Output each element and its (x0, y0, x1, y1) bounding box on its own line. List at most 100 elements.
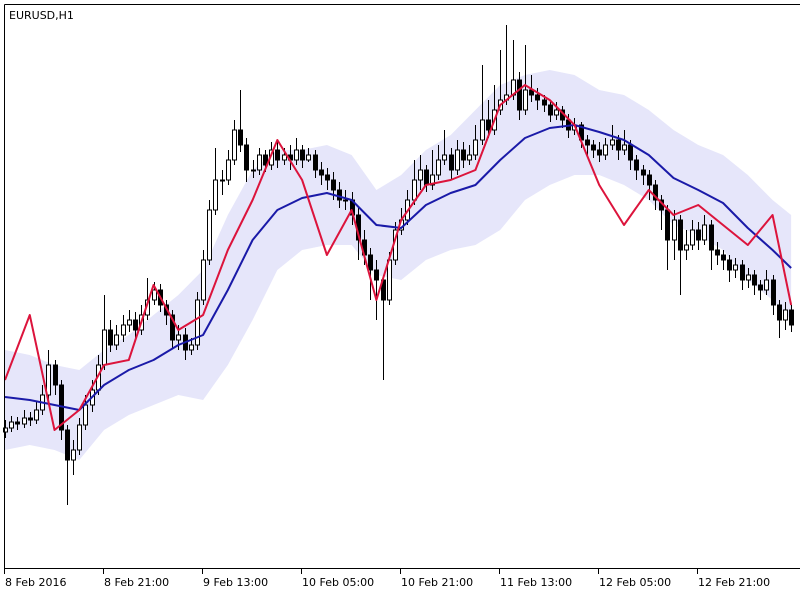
x-tick-label: 8 Feb 21:00 (104, 576, 169, 589)
candle-body (777, 304, 782, 321)
candle-body (702, 224, 707, 241)
candle-body (473, 139, 478, 156)
candle-body (455, 149, 460, 171)
candle-body (337, 189, 342, 201)
candle-body (232, 129, 237, 161)
candle-body (220, 179, 225, 182)
x-tick-label: 10 Feb 05:00 (302, 576, 374, 589)
candle-body (226, 159, 231, 181)
candle-body (764, 279, 769, 291)
candle-body (189, 344, 194, 351)
candle-body (517, 79, 522, 111)
candle-body (709, 224, 714, 251)
candle-body (746, 274, 751, 281)
candle-body (251, 169, 256, 172)
candle-body (412, 179, 417, 201)
candle-body (616, 139, 621, 151)
candle-body (201, 259, 206, 301)
candle-body (653, 184, 658, 201)
indicator-line (4, 84, 793, 431)
envelope-band (5, 70, 792, 460)
candle-body (548, 104, 553, 116)
candle-body (715, 249, 720, 256)
candle-body (306, 154, 311, 161)
candle-body (28, 417, 33, 421)
candle-body (207, 209, 212, 261)
candle-body (53, 364, 58, 386)
candle-body (313, 154, 318, 171)
candle-body (121, 324, 126, 336)
candle-body (15, 421, 20, 425)
x-tick-label: 12 Feb 05:00 (599, 576, 671, 589)
candle-body (789, 309, 794, 326)
candle-body (387, 259, 392, 301)
candle-body (442, 154, 447, 161)
candle-body (672, 219, 677, 241)
candle-body (418, 169, 423, 181)
candle-body (758, 284, 763, 291)
candle-body (331, 179, 336, 191)
candle-body (34, 409, 39, 421)
candle-body (647, 174, 652, 186)
x-tick-label: 9 Feb 13:00 (203, 576, 268, 589)
candle-body (684, 244, 689, 251)
candle-body (343, 199, 348, 202)
candle-body (449, 154, 454, 171)
candle-body (733, 264, 738, 271)
candle-body (71, 449, 76, 461)
candle-body (325, 174, 330, 181)
candle-body (641, 169, 646, 176)
x-tick-label: 11 Feb 13:00 (500, 576, 572, 589)
candle-body (554, 109, 559, 116)
candle-body (665, 209, 670, 241)
candle-body (585, 139, 590, 146)
candle-body (102, 329, 107, 366)
candle-body (622, 144, 627, 151)
candle-body (368, 254, 373, 271)
candle-body (22, 417, 27, 425)
candle-body (263, 154, 268, 166)
candle-body (436, 159, 441, 176)
candle-body (628, 144, 633, 161)
candle-body (244, 144, 249, 171)
candle-body (77, 424, 82, 451)
candle-body (133, 319, 138, 331)
candle-body (65, 429, 70, 461)
chart-title: EURUSD,H1 (9, 9, 74, 22)
candle-body (170, 314, 175, 341)
candle-body (467, 154, 472, 161)
candle-body (523, 89, 528, 111)
candle-body (9, 421, 14, 429)
x-tick-label: 8 Feb 2016 (5, 576, 66, 589)
candle-body (603, 144, 608, 156)
candle-body (721, 254, 726, 261)
indicator-line (4, 124, 792, 411)
candle-body (152, 289, 157, 301)
candle-body (783, 309, 788, 321)
candle-body (108, 329, 113, 346)
candle-body (740, 264, 745, 281)
candle-body (3, 427, 8, 433)
candle-body (634, 159, 639, 171)
candle-body (127, 319, 132, 326)
x-tick-label: 12 Feb 21:00 (698, 576, 770, 589)
candle-body (480, 119, 485, 141)
candle-body (195, 299, 200, 346)
candle-body (424, 169, 429, 186)
candle-body (610, 139, 615, 146)
candle-body (238, 129, 243, 146)
candle-body (597, 149, 602, 156)
candle-body (319, 169, 324, 176)
candle-body (213, 179, 218, 211)
candle-body (294, 149, 299, 161)
candle-body (542, 99, 547, 106)
candle-body (678, 219, 683, 251)
candle-body (176, 334, 181, 341)
candle-body (535, 94, 540, 101)
candle-body (727, 259, 732, 271)
plot-area (3, 25, 794, 505)
candle-body (430, 174, 435, 186)
candle-body (46, 364, 51, 396)
